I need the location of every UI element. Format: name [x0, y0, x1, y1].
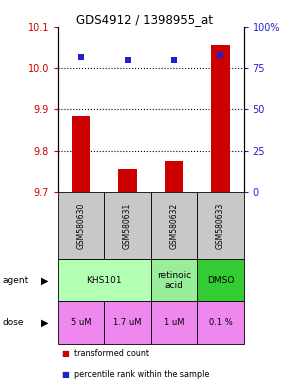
Text: KHS101: KHS101 — [87, 276, 122, 285]
Point — [125, 57, 130, 63]
Text: 5 uM: 5 uM — [71, 318, 91, 327]
Text: retinoic
acid: retinoic acid — [157, 271, 191, 290]
Text: GSM580631: GSM580631 — [123, 202, 132, 249]
Text: ▶: ▶ — [41, 275, 49, 285]
Text: ▶: ▶ — [41, 318, 49, 328]
Text: percentile rank within the sample: percentile rank within the sample — [74, 370, 209, 379]
Text: agent: agent — [3, 276, 29, 285]
Bar — [118, 169, 137, 192]
Text: GSM580633: GSM580633 — [216, 202, 225, 249]
Text: ■: ■ — [61, 349, 69, 358]
Text: 1 uM: 1 uM — [164, 318, 184, 327]
Text: dose: dose — [3, 318, 24, 327]
Text: 1.7 uM: 1.7 uM — [113, 318, 142, 327]
Text: GSM580630: GSM580630 — [77, 202, 86, 249]
Bar — [211, 45, 230, 192]
Text: DMSO: DMSO — [207, 276, 234, 285]
Text: GDS4912 / 1398955_at: GDS4912 / 1398955_at — [77, 13, 213, 26]
Point — [218, 52, 223, 58]
Point — [79, 53, 84, 60]
Text: GSM580632: GSM580632 — [169, 202, 179, 249]
Text: transformed count: transformed count — [74, 349, 149, 358]
Bar — [165, 161, 183, 192]
Text: 0.1 %: 0.1 % — [209, 318, 232, 327]
Point — [172, 57, 176, 63]
Bar — [72, 116, 90, 192]
Text: ■: ■ — [61, 370, 69, 379]
